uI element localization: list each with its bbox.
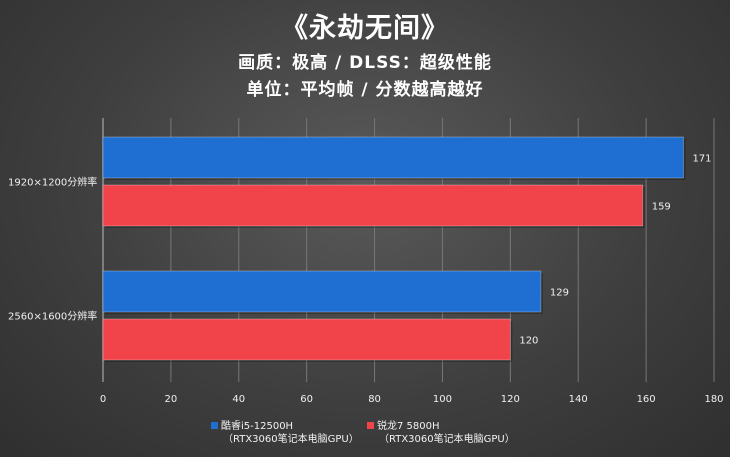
x-tick-label-40: 40	[232, 394, 245, 405]
legend-sublabel-series-1: （RTX3060笔记本电脑GPU）	[223, 434, 359, 445]
x-tick-label-20: 20	[165, 394, 178, 405]
data-label-1-1: 171	[692, 154, 711, 165]
bar-2-1	[102, 270, 542, 313]
y-category-label-1: 1920×1200分辨率	[8, 176, 97, 189]
legend-item-series-1: 酷睿i5-12500H （RTX3060笔记本电脑GPU）	[211, 420, 359, 446]
legend-sublabel-series-2: （RTX3060笔记本电脑GPU）	[379, 434, 515, 445]
x-tick-label-180: 180	[704, 394, 723, 405]
x-tick-label-0: 0	[100, 394, 106, 405]
x-tick-label-60: 60	[300, 394, 313, 405]
quality-subtitle: 画质：极高 / DLSS：超级性能	[238, 53, 492, 73]
legend-label-series-2: 锐龙7 5800H	[377, 421, 440, 432]
unit-subtitle: 单位：平均帧 / 分数越高越好	[246, 80, 484, 100]
legend-label-series-1: 酷睿i5-12500H	[221, 421, 294, 432]
x-tick-label-120: 120	[501, 394, 520, 405]
bar-2-2	[102, 318, 511, 361]
x-tick-label-140: 140	[569, 394, 588, 405]
legend-item-series-2: 锐龙7 5800H （RTX3060笔记本电脑GPU）	[367, 420, 515, 446]
x-tick-label-100: 100	[433, 394, 452, 405]
data-label-2-2: 120	[519, 336, 538, 347]
data-label-2-1: 129	[550, 288, 569, 299]
chart-title: 《永劫无间》	[281, 13, 449, 44]
legend-swatch-red	[367, 422, 374, 429]
x-tick-label-80: 80	[368, 394, 381, 405]
data-label-1-2: 159	[652, 202, 671, 213]
x-tick-label-160: 160	[637, 394, 656, 405]
y-category-label-2: 2560×1600分辨率	[8, 310, 97, 323]
bar-1-2	[102, 184, 644, 227]
legend-swatch-blue	[211, 422, 218, 429]
bar-1-1	[102, 136, 684, 179]
